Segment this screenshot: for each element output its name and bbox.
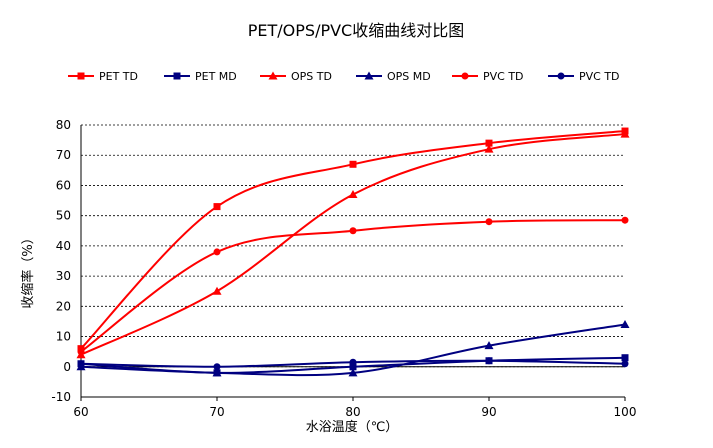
data-point-circle [349, 358, 357, 366]
legend-label: PET MD [195, 70, 237, 83]
legend-label: PVC TD [483, 70, 524, 83]
data-point-circle [77, 348, 85, 356]
data-point-square [621, 354, 629, 362]
series-line [80, 219, 626, 353]
chart-title: PET/OPS/PVC收缩曲线对比图 [248, 21, 464, 40]
data-point-circle [213, 363, 221, 371]
x-tick-label: 60 [73, 405, 88, 419]
y-tick-label: 80 [56, 118, 71, 132]
data-point-triangle [484, 144, 494, 153]
y-tick-label: 30 [56, 269, 71, 283]
y-tick-label: 10 [56, 330, 71, 344]
x-tick-label: 100 [614, 405, 637, 419]
series-5 [77, 357, 629, 371]
data-point-square [173, 72, 181, 80]
x-tick-label: 70 [209, 405, 224, 419]
data-point-circle [485, 357, 493, 365]
data-point-triangle [212, 286, 222, 295]
x-axis-label: 水浴温度（℃） [306, 419, 399, 435]
data-point-square [349, 160, 357, 168]
legend-item: PVC TD [452, 70, 524, 83]
y-tick-label: 20 [56, 299, 71, 313]
data-point-square [77, 72, 85, 80]
series-line [80, 130, 626, 350]
data-point-triangle [212, 368, 222, 377]
data-point-circle [77, 360, 85, 368]
data-point-triangle [484, 341, 494, 350]
data-point-circle [213, 248, 221, 256]
data-point-triangle [620, 129, 630, 138]
y-tick-label: 70 [56, 148, 71, 162]
data-point-circle [461, 72, 469, 80]
data-point-circle [621, 360, 629, 368]
data-point-triangle [348, 368, 358, 377]
data-point-triangle [348, 190, 358, 199]
x-tick-label: 90 [481, 405, 496, 419]
data-point-triangle [620, 319, 630, 328]
data-point-triangle [268, 71, 278, 80]
legend-item: PVC TD [548, 70, 620, 83]
data-point-square [213, 203, 221, 211]
data-point-triangle [364, 71, 374, 80]
data-point-circle [621, 216, 629, 224]
series-layer [76, 127, 630, 377]
legend-item: OPS TD [260, 70, 332, 83]
legend-item: PET TD [68, 70, 138, 83]
data-point-square [349, 363, 357, 371]
y-axis-label: 收缩率（%） [20, 231, 36, 308]
legend-item: PET MD [164, 70, 237, 83]
data-point-circle [557, 72, 565, 80]
legend-label: PET TD [99, 70, 138, 83]
data-point-circle [485, 218, 493, 226]
series-2 [76, 129, 630, 359]
series-4 [77, 216, 629, 356]
y-tick-label: 50 [56, 209, 71, 223]
legend-label: PVC TD [579, 70, 620, 83]
y-tick-label: -10 [51, 390, 71, 404]
y-tick-label: 40 [56, 239, 71, 253]
legend-item: OPS MD [356, 70, 431, 83]
y-tick-label: 60 [56, 178, 71, 192]
legend: PET TD PET MD OPS TD OPS MD PVC TD PVC TD [68, 70, 620, 83]
series-0 [77, 127, 629, 353]
data-point-square [485, 139, 493, 147]
data-point-circle [349, 227, 357, 235]
legend-label: OPS TD [291, 70, 332, 83]
x-tick-label: 80 [345, 405, 360, 419]
y-tick-label: 0 [63, 360, 71, 374]
legend-label: OPS MD [387, 70, 431, 83]
